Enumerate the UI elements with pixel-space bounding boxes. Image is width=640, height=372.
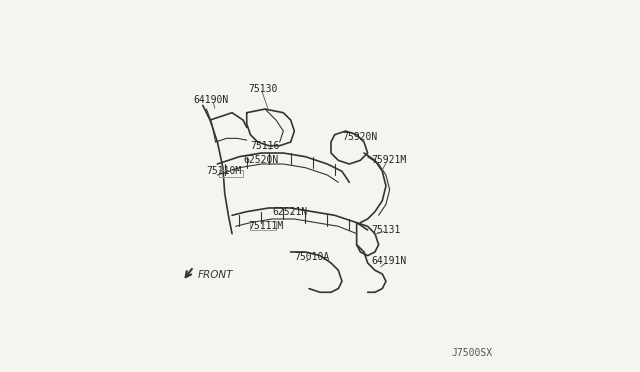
Text: 75131: 75131 (371, 225, 401, 235)
Text: 62520N: 62520N (243, 155, 278, 165)
Text: 75921M: 75921M (371, 155, 406, 165)
Text: 75010A: 75010A (294, 253, 330, 263)
Text: 62521N: 62521N (273, 207, 308, 217)
Text: 64191N: 64191N (371, 256, 406, 266)
Text: 75920N: 75920N (342, 132, 377, 141)
Text: 75111M: 75111M (248, 221, 284, 231)
Text: 75116: 75116 (250, 141, 280, 151)
Text: 75130: 75130 (248, 84, 278, 94)
Text: FRONT: FRONT (198, 270, 234, 280)
Text: 64190N: 64190N (193, 95, 229, 105)
Text: J7500SX: J7500SX (451, 348, 492, 358)
Text: 75110M: 75110M (207, 166, 242, 176)
